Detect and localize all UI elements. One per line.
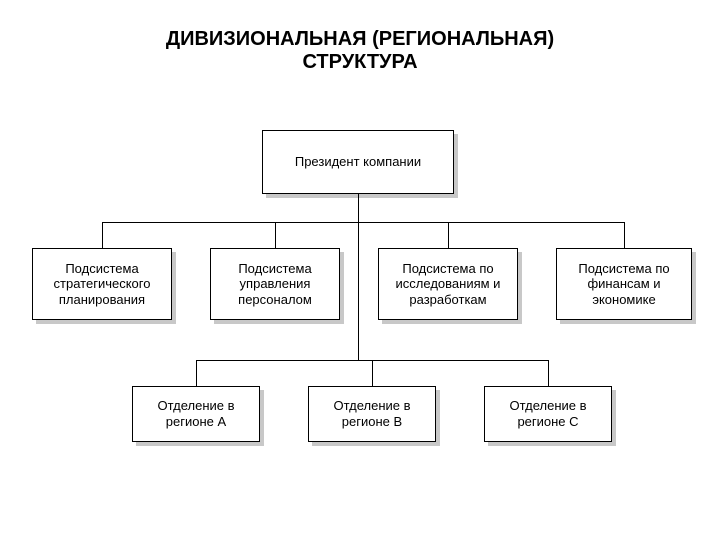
node-box: Отделение в регионе В <box>308 386 436 442</box>
node-regB: Отделение в регионе В <box>308 386 436 442</box>
node-sub1: Подсистема стратегического планирования <box>32 248 172 320</box>
node-label: Отделение в регионе А <box>137 398 255 429</box>
node-label: Отделение в регионе В <box>313 398 431 429</box>
chart-title: ДИВИЗИОНАЛЬНАЯ (РЕГИОНАЛЬНАЯ) СТРУКТУРА <box>160 28 560 74</box>
connector-segment <box>102 222 624 223</box>
connector-segment <box>358 194 359 360</box>
node-box: Подсистема управления персоналом <box>210 248 340 320</box>
node-regA: Отделение в регионе А <box>132 386 260 442</box>
node-label: Президент компании <box>295 154 421 170</box>
node-sub4: Подсистема по финансам и экономике <box>556 248 692 320</box>
connector-segment <box>102 222 103 248</box>
node-box: Подсистема по финансам и экономике <box>556 248 692 320</box>
connector-segment <box>548 360 549 386</box>
connector-segment <box>372 360 373 386</box>
org-chart-stage: { "type": "tree", "canvas": { "width": 7… <box>0 0 720 540</box>
connector-segment <box>448 222 449 248</box>
node-box: Отделение в регионе А <box>132 386 260 442</box>
node-box: Отделение в регионе С <box>484 386 612 442</box>
node-regC: Отделение в регионе С <box>484 386 612 442</box>
node-box: Президент компании <box>262 130 454 194</box>
connector-segment <box>624 222 625 248</box>
connector-segment <box>196 360 197 386</box>
node-president: Президент компании <box>262 130 454 194</box>
node-sub2: Подсистема управления персоналом <box>210 248 340 320</box>
node-label: Подсистема по финансам и экономике <box>561 261 687 308</box>
node-box: Подсистема стратегического планирования <box>32 248 172 320</box>
node-box: Подсистема по исследованиям и разработка… <box>378 248 518 320</box>
node-label: Отделение в регионе С <box>489 398 607 429</box>
node-label: Подсистема управления персоналом <box>215 261 335 308</box>
node-label: Подсистема стратегического планирования <box>37 261 167 308</box>
node-label: Подсистема по исследованиям и разработка… <box>383 261 513 308</box>
node-sub3: Подсистема по исследованиям и разработка… <box>378 248 518 320</box>
connector-segment <box>275 222 276 248</box>
